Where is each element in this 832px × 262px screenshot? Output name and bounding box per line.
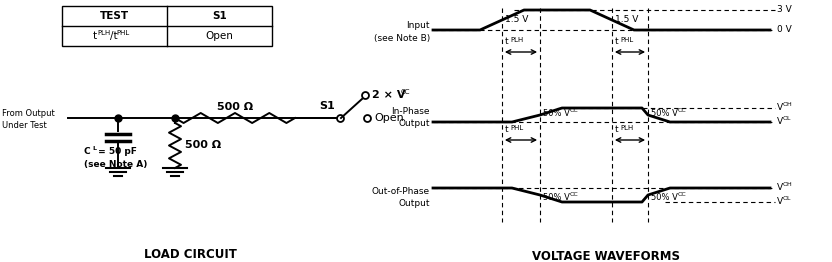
Text: = 50 pF: = 50 pF: [95, 148, 137, 156]
Text: t: t: [505, 37, 508, 46]
Text: t: t: [92, 31, 97, 41]
Text: 3 V: 3 V: [777, 6, 792, 14]
Text: t: t: [505, 125, 508, 134]
Text: Output: Output: [399, 118, 430, 128]
Text: 50% V: 50% V: [651, 110, 678, 118]
Text: LOAD CIRCUIT: LOAD CIRCUIT: [144, 248, 236, 261]
Text: PHL: PHL: [116, 30, 130, 36]
Text: Open: Open: [206, 31, 234, 41]
Text: L: L: [92, 146, 96, 151]
Text: Output: Output: [399, 199, 430, 208]
Text: t: t: [615, 125, 619, 134]
Text: (see Note A): (see Note A): [84, 160, 147, 168]
Text: PHL: PHL: [620, 37, 633, 43]
Text: Out-of-Phase: Out-of-Phase: [372, 187, 430, 195]
Text: OH: OH: [783, 183, 793, 188]
Text: 1.5 V: 1.5 V: [615, 14, 638, 24]
Text: PLH: PLH: [620, 125, 633, 131]
Text: V: V: [777, 117, 783, 127]
Text: V: V: [777, 103, 783, 112]
Text: S1: S1: [319, 101, 335, 111]
Text: 500 Ω: 500 Ω: [217, 102, 253, 112]
Text: 50% V: 50% V: [543, 110, 570, 118]
Text: PLH: PLH: [510, 37, 523, 43]
Text: V: V: [777, 198, 783, 206]
Text: Under Test: Under Test: [2, 121, 47, 129]
Text: VOLTAGE WAVEFORMS: VOLTAGE WAVEFORMS: [532, 249, 681, 262]
Text: 1.5 V: 1.5 V: [505, 14, 528, 24]
Text: Open: Open: [374, 113, 404, 123]
Text: t: t: [615, 37, 619, 46]
Text: 50% V: 50% V: [543, 193, 570, 201]
Text: (see Note B): (see Note B): [374, 34, 430, 42]
Text: 2 × V: 2 × V: [372, 90, 405, 100]
Text: /t: /t: [111, 31, 118, 41]
Text: OL: OL: [783, 117, 791, 122]
Text: 50% V: 50% V: [651, 193, 678, 201]
Text: From Output: From Output: [2, 108, 55, 117]
Text: CC: CC: [570, 108, 579, 113]
Text: OH: OH: [783, 102, 793, 107]
Text: 500 Ω: 500 Ω: [185, 140, 221, 150]
Text: 0 V: 0 V: [777, 25, 792, 35]
Text: CC: CC: [678, 192, 686, 196]
Text: V: V: [777, 183, 783, 193]
Text: Input: Input: [407, 20, 430, 30]
Bar: [62, 6, 272, 46]
Text: PLH: PLH: [97, 30, 111, 36]
Text: OL: OL: [783, 196, 791, 201]
Text: S1: S1: [212, 11, 227, 21]
Text: CC: CC: [401, 89, 410, 95]
Text: CC: CC: [570, 192, 579, 196]
Text: PHL: PHL: [510, 125, 523, 131]
Text: CC: CC: [678, 108, 686, 113]
Text: TEST: TEST: [100, 11, 129, 21]
Text: C: C: [84, 148, 91, 156]
Text: In-Phase: In-Phase: [392, 106, 430, 116]
